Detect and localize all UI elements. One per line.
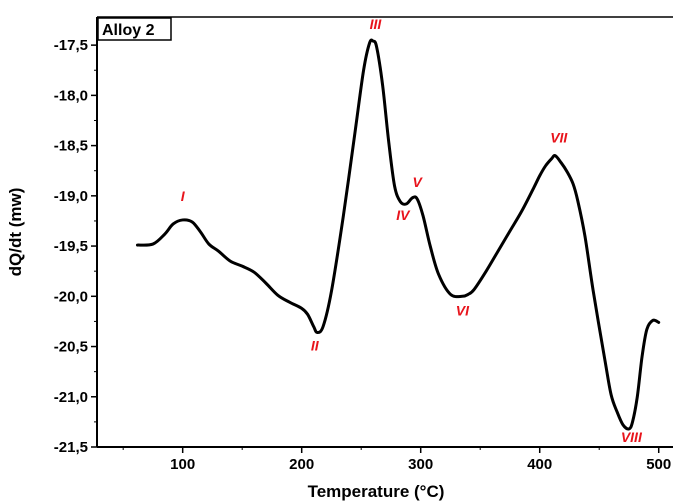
x-tick-label: 300 bbox=[408, 456, 433, 473]
peak-annotation: VII bbox=[550, 130, 568, 146]
x-tick-label: 100 bbox=[170, 456, 195, 473]
y-tick-label: -19,0 bbox=[54, 188, 88, 205]
peak-annotation: VIII bbox=[621, 429, 643, 445]
legend-box bbox=[97, 17, 172, 41]
y-tick-label: -18,0 bbox=[54, 87, 88, 104]
peak-annotation: VI bbox=[456, 302, 470, 318]
x-axis-title: Temperature (°C) bbox=[308, 482, 445, 501]
y-tick-label: -19,5 bbox=[54, 238, 88, 255]
x-axis-ticks: 100 200 300 400 500 bbox=[122, 447, 671, 473]
x-tick-label: 200 bbox=[289, 456, 314, 473]
y-axis-title: dQ/dt (mw) bbox=[6, 188, 25, 277]
y-tick-label: -17,5 bbox=[54, 37, 88, 54]
peak-annotation: II bbox=[311, 338, 320, 354]
peak-annotation: V bbox=[412, 174, 423, 190]
x-tick-label: 400 bbox=[527, 456, 552, 473]
y-tick-label: -21,0 bbox=[54, 389, 88, 406]
y-tick-label: -18,5 bbox=[54, 138, 88, 155]
y-tick-label: -21,5 bbox=[54, 439, 88, 456]
peak-annotation: I bbox=[181, 188, 186, 204]
legend: Alloy 2 bbox=[97, 17, 172, 41]
series-line bbox=[135, 38, 661, 431]
y-tick-label: -20,0 bbox=[54, 288, 88, 305]
plot-frame bbox=[96, 16, 673, 448]
y-tick-label: -20,5 bbox=[54, 339, 88, 356]
x-tick-label: 500 bbox=[646, 456, 671, 473]
peak-annotation: III bbox=[370, 16, 383, 32]
peak-annotation: IV bbox=[396, 207, 411, 223]
legend-label: Alloy 2 bbox=[102, 22, 155, 39]
y-axis-ticks: -17,5 -18,0 -18,5 -19,0 -19,5 -20,0 -20,5 -21,0… bbox=[54, 37, 97, 456]
series-layer bbox=[135, 38, 661, 431]
